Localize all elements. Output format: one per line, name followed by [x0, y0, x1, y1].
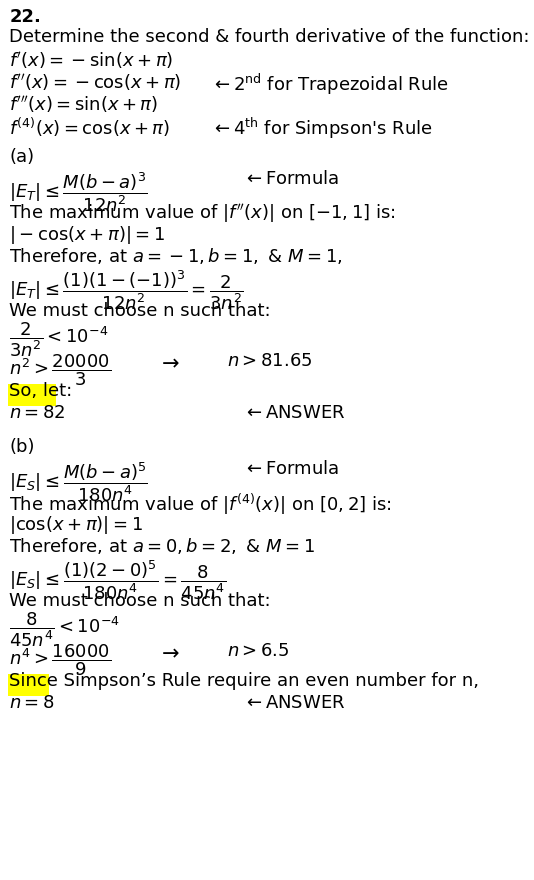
Text: (b): (b): [10, 438, 35, 456]
FancyBboxPatch shape: [8, 674, 49, 696]
Text: (a): (a): [10, 148, 35, 166]
Text: $\rightarrow$: $\rightarrow$: [156, 352, 179, 372]
Text: $\leftarrow$2$^\mathrm{nd}$ for Trapezoidal Rule: $\leftarrow$2$^\mathrm{nd}$ for Trapezoi…: [211, 72, 450, 97]
Text: $\leftarrow$Formula: $\leftarrow$Formula: [242, 170, 339, 188]
Text: $n^4 > \dfrac{16000}{9}$: $n^4 > \dfrac{16000}{9}$: [10, 642, 112, 678]
Text: $\dfrac{2}{3n^2} < 10^{-4}$: $\dfrac{2}{3n^2} < 10^{-4}$: [10, 320, 109, 359]
Text: Since Simpson’s Rule require an even number for n,: Since Simpson’s Rule require an even num…: [10, 672, 480, 690]
Text: Therefore, at $a = 0, b = 2,$ & $M = 1$: Therefore, at $a = 0, b = 2,$ & $M = 1$: [10, 536, 315, 556]
Text: We must choose n such that:: We must choose n such that:: [10, 302, 271, 320]
Text: Determine the second & fourth derivative of the function:: Determine the second & fourth derivative…: [10, 28, 530, 46]
FancyBboxPatch shape: [8, 384, 57, 406]
Text: $|-\cos(x + \pi)| = 1$: $|-\cos(x + \pi)| = 1$: [10, 224, 166, 246]
Text: $|E_T| \leq \dfrac{M(b-a)^3}{12n^2}$: $|E_T| \leq \dfrac{M(b-a)^3}{12n^2}$: [10, 170, 148, 214]
Text: $f'(x) = -\sin(x + \pi)$: $f'(x) = -\sin(x + \pi)$: [10, 50, 174, 71]
Text: 22.: 22.: [10, 8, 41, 26]
Text: $|\cos(x + \pi)| = 1$: $|\cos(x + \pi)| = 1$: [10, 514, 143, 536]
Text: $n > 81.65$: $n > 81.65$: [227, 352, 312, 370]
Text: $f''(x) = -\cos(x + \pi)$: $f''(x) = -\cos(x + \pi)$: [10, 72, 182, 93]
Text: $\leftarrow$ANSWER: $\leftarrow$ANSWER: [242, 404, 345, 422]
Text: $n > 6.5$: $n > 6.5$: [227, 642, 289, 660]
Text: $|E_T| \leq \dfrac{(1)(1-(-1))^3}{12n^2} = \dfrac{2}{3n^2}$: $|E_T| \leq \dfrac{(1)(1-(-1))^3}{12n^2}…: [10, 268, 244, 312]
Text: $n = 82$: $n = 82$: [10, 404, 66, 422]
Text: $n = 8$: $n = 8$: [10, 694, 55, 712]
Text: $f^{(4)}(x) = \cos(x + \pi)$: $f^{(4)}(x) = \cos(x + \pi)$: [10, 116, 170, 139]
Text: $n^2 > \dfrac{20000}{3}$: $n^2 > \dfrac{20000}{3}$: [10, 352, 112, 388]
Text: Therefore, at $a = -1, b = 1,$ & $M = 1,$: Therefore, at $a = -1, b = 1,$ & $M = 1,…: [10, 246, 343, 266]
Text: We must choose n such that:: We must choose n such that:: [10, 592, 271, 610]
Text: $\leftarrow$ANSWER: $\leftarrow$ANSWER: [242, 694, 345, 712]
Text: The maximum value of $|f''(x)|$ on $[-1, 1]$ is:: The maximum value of $|f''(x)|$ on $[-1,…: [10, 202, 396, 225]
Text: $\leftarrow$4$^\mathrm{th}$ for Simpson's Rule: $\leftarrow$4$^\mathrm{th}$ for Simpson'…: [211, 116, 433, 141]
Text: The maximum value of $|f^{(4)}(x)|$ on $[0, 2]$ is:: The maximum value of $|f^{(4)}(x)|$ on $…: [10, 492, 392, 517]
Text: $|E_S| \leq \dfrac{(1)(2-0)^5}{180n^4} = \dfrac{8}{45n^4}$: $|E_S| \leq \dfrac{(1)(2-0)^5}{180n^4} =…: [10, 558, 227, 602]
Text: $f'''(x) = \sin(x + \pi)$: $f'''(x) = \sin(x + \pi)$: [10, 94, 159, 115]
Text: $\dfrac{8}{45n^4} < 10^{-4}$: $\dfrac{8}{45n^4} < 10^{-4}$: [10, 610, 120, 649]
Text: $|E_S| \leq \dfrac{M(b-a)^5}{180n^4}$: $|E_S| \leq \dfrac{M(b-a)^5}{180n^4}$: [10, 460, 148, 504]
Text: So, let:: So, let:: [10, 382, 73, 400]
Text: $\rightarrow$: $\rightarrow$: [156, 642, 179, 662]
Text: $\leftarrow$Formula: $\leftarrow$Formula: [242, 460, 339, 478]
